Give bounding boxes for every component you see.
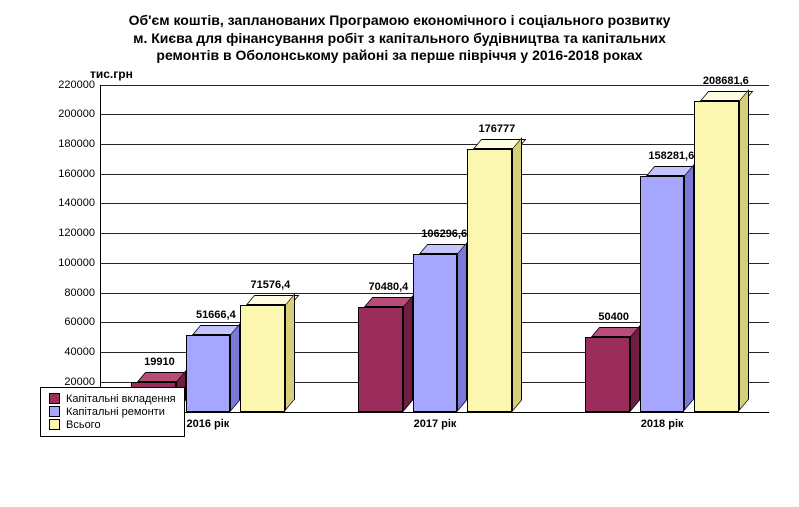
grid-line: [101, 114, 769, 115]
bar: 158281,6: [640, 176, 685, 411]
y-tick-label: 60000: [64, 316, 95, 328]
y-tick-label: 220000: [58, 79, 95, 91]
bar-value-label: 208681,6: [703, 75, 749, 87]
bar-side: [230, 323, 240, 412]
x-tick-label: 2018 рік: [641, 418, 684, 430]
legend: Капітальні вкладенняКапітальні ремонтиВс…: [40, 387, 185, 437]
y-tick-label: 180000: [58, 138, 95, 150]
bar-side: [403, 295, 413, 412]
chart-title-line: Об'єм коштів, запланованих Програмою еко…: [20, 12, 779, 30]
grid-line: [101, 144, 769, 145]
bar: 50400: [585, 337, 630, 412]
bar-front: [186, 335, 231, 412]
legend-label: Капітальні вкладення: [66, 393, 176, 405]
bar-value-label: 70480,4: [369, 281, 409, 293]
bar: 51666,4: [186, 335, 231, 412]
y-tick-label: 120000: [58, 227, 95, 239]
bar-front: [585, 337, 630, 412]
bar: 71576,4: [240, 305, 285, 411]
y-axis-label: тис.грн: [90, 67, 133, 81]
bar-value-label: 51666,4: [196, 309, 236, 321]
bar: 176777: [467, 149, 512, 412]
legend-label: Всього: [66, 419, 101, 431]
legend-swatch: [49, 393, 60, 404]
legend-swatch: [49, 406, 60, 417]
x-tick-label: 2016 рік: [186, 418, 229, 430]
y-tick-label: 80000: [64, 287, 95, 299]
y-tick-label: 160000: [58, 168, 95, 180]
bar: 106296,6: [413, 254, 458, 412]
bar-value-label: 176777: [479, 123, 516, 135]
bar-value-label: 50400: [598, 311, 629, 323]
bar-front: [240, 305, 285, 411]
bar-front: [413, 254, 458, 412]
bar: 208681,6: [694, 101, 739, 411]
y-tick-label: 100000: [58, 257, 95, 269]
legend-item: Капітальні вкладення: [49, 393, 176, 405]
y-tick-label: 140000: [58, 197, 95, 209]
bar-value-label: 71576,4: [250, 279, 290, 291]
bar-value-label: 106296,6: [421, 228, 467, 240]
plot-region: 0200004000060000800001000001200001400001…: [100, 85, 769, 413]
legend-item: Всього: [49, 419, 176, 431]
bar-value-label: 158281,6: [648, 150, 694, 162]
grid-line: [101, 85, 769, 86]
legend-swatch: [49, 419, 60, 430]
bar: 70480,4: [358, 307, 403, 412]
bar-side: [684, 164, 694, 411]
legend-label: Капітальні ремонти: [66, 406, 165, 418]
x-tick-label: 2017 рік: [414, 418, 457, 430]
chart-title: Об'єм коштів, запланованих Програмою еко…: [20, 12, 779, 65]
chart-area: тис.грн 02000040000600008000010000012000…: [30, 71, 779, 441]
chart-title-line: ремонтів в Оболонському районі за перше …: [20, 47, 779, 65]
bar-front: [694, 101, 739, 411]
bar-front: [640, 176, 685, 411]
bar-front: [358, 307, 403, 412]
bar-side: [457, 242, 467, 412]
chart-title-line: м. Києва для фінансування робіт з капіта…: [20, 30, 779, 48]
bar-side: [285, 293, 295, 411]
y-tick-label: 40000: [64, 346, 95, 358]
bar-front: [467, 149, 512, 412]
bar-side: [739, 89, 749, 411]
y-tick-label: 200000: [58, 108, 95, 120]
bar-side: [512, 137, 522, 412]
bar-side: [630, 325, 640, 412]
bar-value-label: 19910: [144, 356, 175, 368]
legend-item: Капітальні ремонти: [49, 406, 176, 418]
